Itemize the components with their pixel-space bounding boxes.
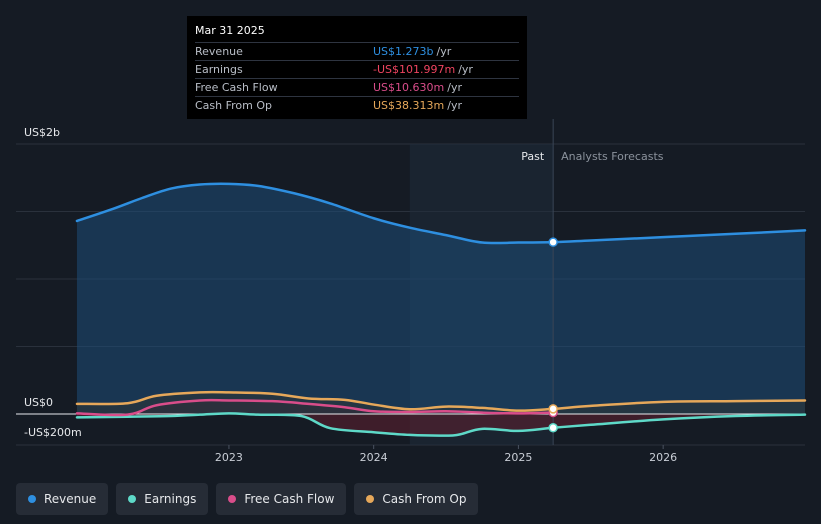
x-tick-label: 2026 xyxy=(649,451,677,464)
line-revenue xyxy=(75,182,807,245)
legend-label: Cash From Op xyxy=(382,492,467,506)
tooltip-row-free-cash-flow: Free Cash Flow US$10.630m /yr xyxy=(195,79,519,97)
area-cash-from-op xyxy=(76,392,806,414)
tooltip-row-cash-from-op: Cash From Op US$38.313m /yr xyxy=(195,97,519,114)
legend-dot-icon xyxy=(28,495,36,503)
tooltip-value: US$10.630m xyxy=(373,81,445,94)
tooltip-label: Cash From Op xyxy=(195,99,273,112)
tooltip-unit: /yr xyxy=(436,45,452,58)
legend-label: Earnings xyxy=(144,492,197,506)
tooltip-label: Free Cash Flow xyxy=(195,81,278,94)
area-free-cash-flow xyxy=(76,400,554,416)
area-revenue xyxy=(76,183,806,414)
area-earnings xyxy=(76,413,806,436)
legend-item-revenue[interactable]: Revenue xyxy=(16,483,109,515)
past-label: Past xyxy=(521,150,545,163)
legend-label: Free Cash Flow xyxy=(244,492,335,506)
line-free-cash-flow xyxy=(75,398,555,417)
line-earnings xyxy=(75,412,807,437)
tooltip-label: Revenue xyxy=(195,45,243,58)
tooltip-date: Mar 31 2025 xyxy=(195,22,519,43)
marker-cash-from-op xyxy=(548,404,558,414)
legend-dot-icon xyxy=(228,495,237,503)
tooltip-value: US$1.273b xyxy=(373,45,434,58)
tooltip-row-earnings: Earnings -US$101.997m /yr xyxy=(195,61,519,79)
chart-tooltip: Mar 31 2025 Revenue US$1.273b /yr Earnin… xyxy=(187,16,527,119)
legend-dot-icon xyxy=(366,495,375,503)
tooltip-unit: /yr xyxy=(447,99,462,112)
y-tick-label: US$2b xyxy=(24,126,60,139)
forecast-label: Analysts Forecasts xyxy=(561,150,664,163)
legend-item-earnings[interactable]: Earnings xyxy=(116,483,209,515)
y-tick-label: US$0 xyxy=(24,396,53,409)
legend-item-free-cash-flow[interactable]: Free Cash Flow xyxy=(216,483,347,515)
x-tick-label: 2024 xyxy=(360,451,388,464)
tooltip-value: US$38.313m xyxy=(373,99,445,112)
tooltip-unit: /yr xyxy=(458,63,473,76)
chart-area: Past Analysts Forecasts US$2b US$0 -US$200m 2… xyxy=(16,119,807,464)
x-tick-label: 2025 xyxy=(504,451,532,464)
tooltip-value: -US$101.997m xyxy=(373,63,456,76)
legend-dot-icon xyxy=(128,495,137,503)
tooltip-row-revenue: Revenue US$1.273b /yr xyxy=(195,43,519,61)
x-tick-label: 2023 xyxy=(215,451,243,464)
line-cash-from-op xyxy=(75,390,807,412)
y-tick-label: -US$200m xyxy=(24,426,82,439)
legend-item-cash-from-op[interactable]: Cash From Op xyxy=(354,483,479,515)
marker-earnings xyxy=(548,423,558,433)
tooltip-label: Earnings xyxy=(195,63,243,76)
legend-label: Revenue xyxy=(44,492,97,506)
marker-revenue xyxy=(548,237,558,247)
chart-legend: Revenue Earnings Free Cash Flow Cash Fro… xyxy=(16,483,479,515)
tooltip-unit: /yr xyxy=(447,81,462,94)
